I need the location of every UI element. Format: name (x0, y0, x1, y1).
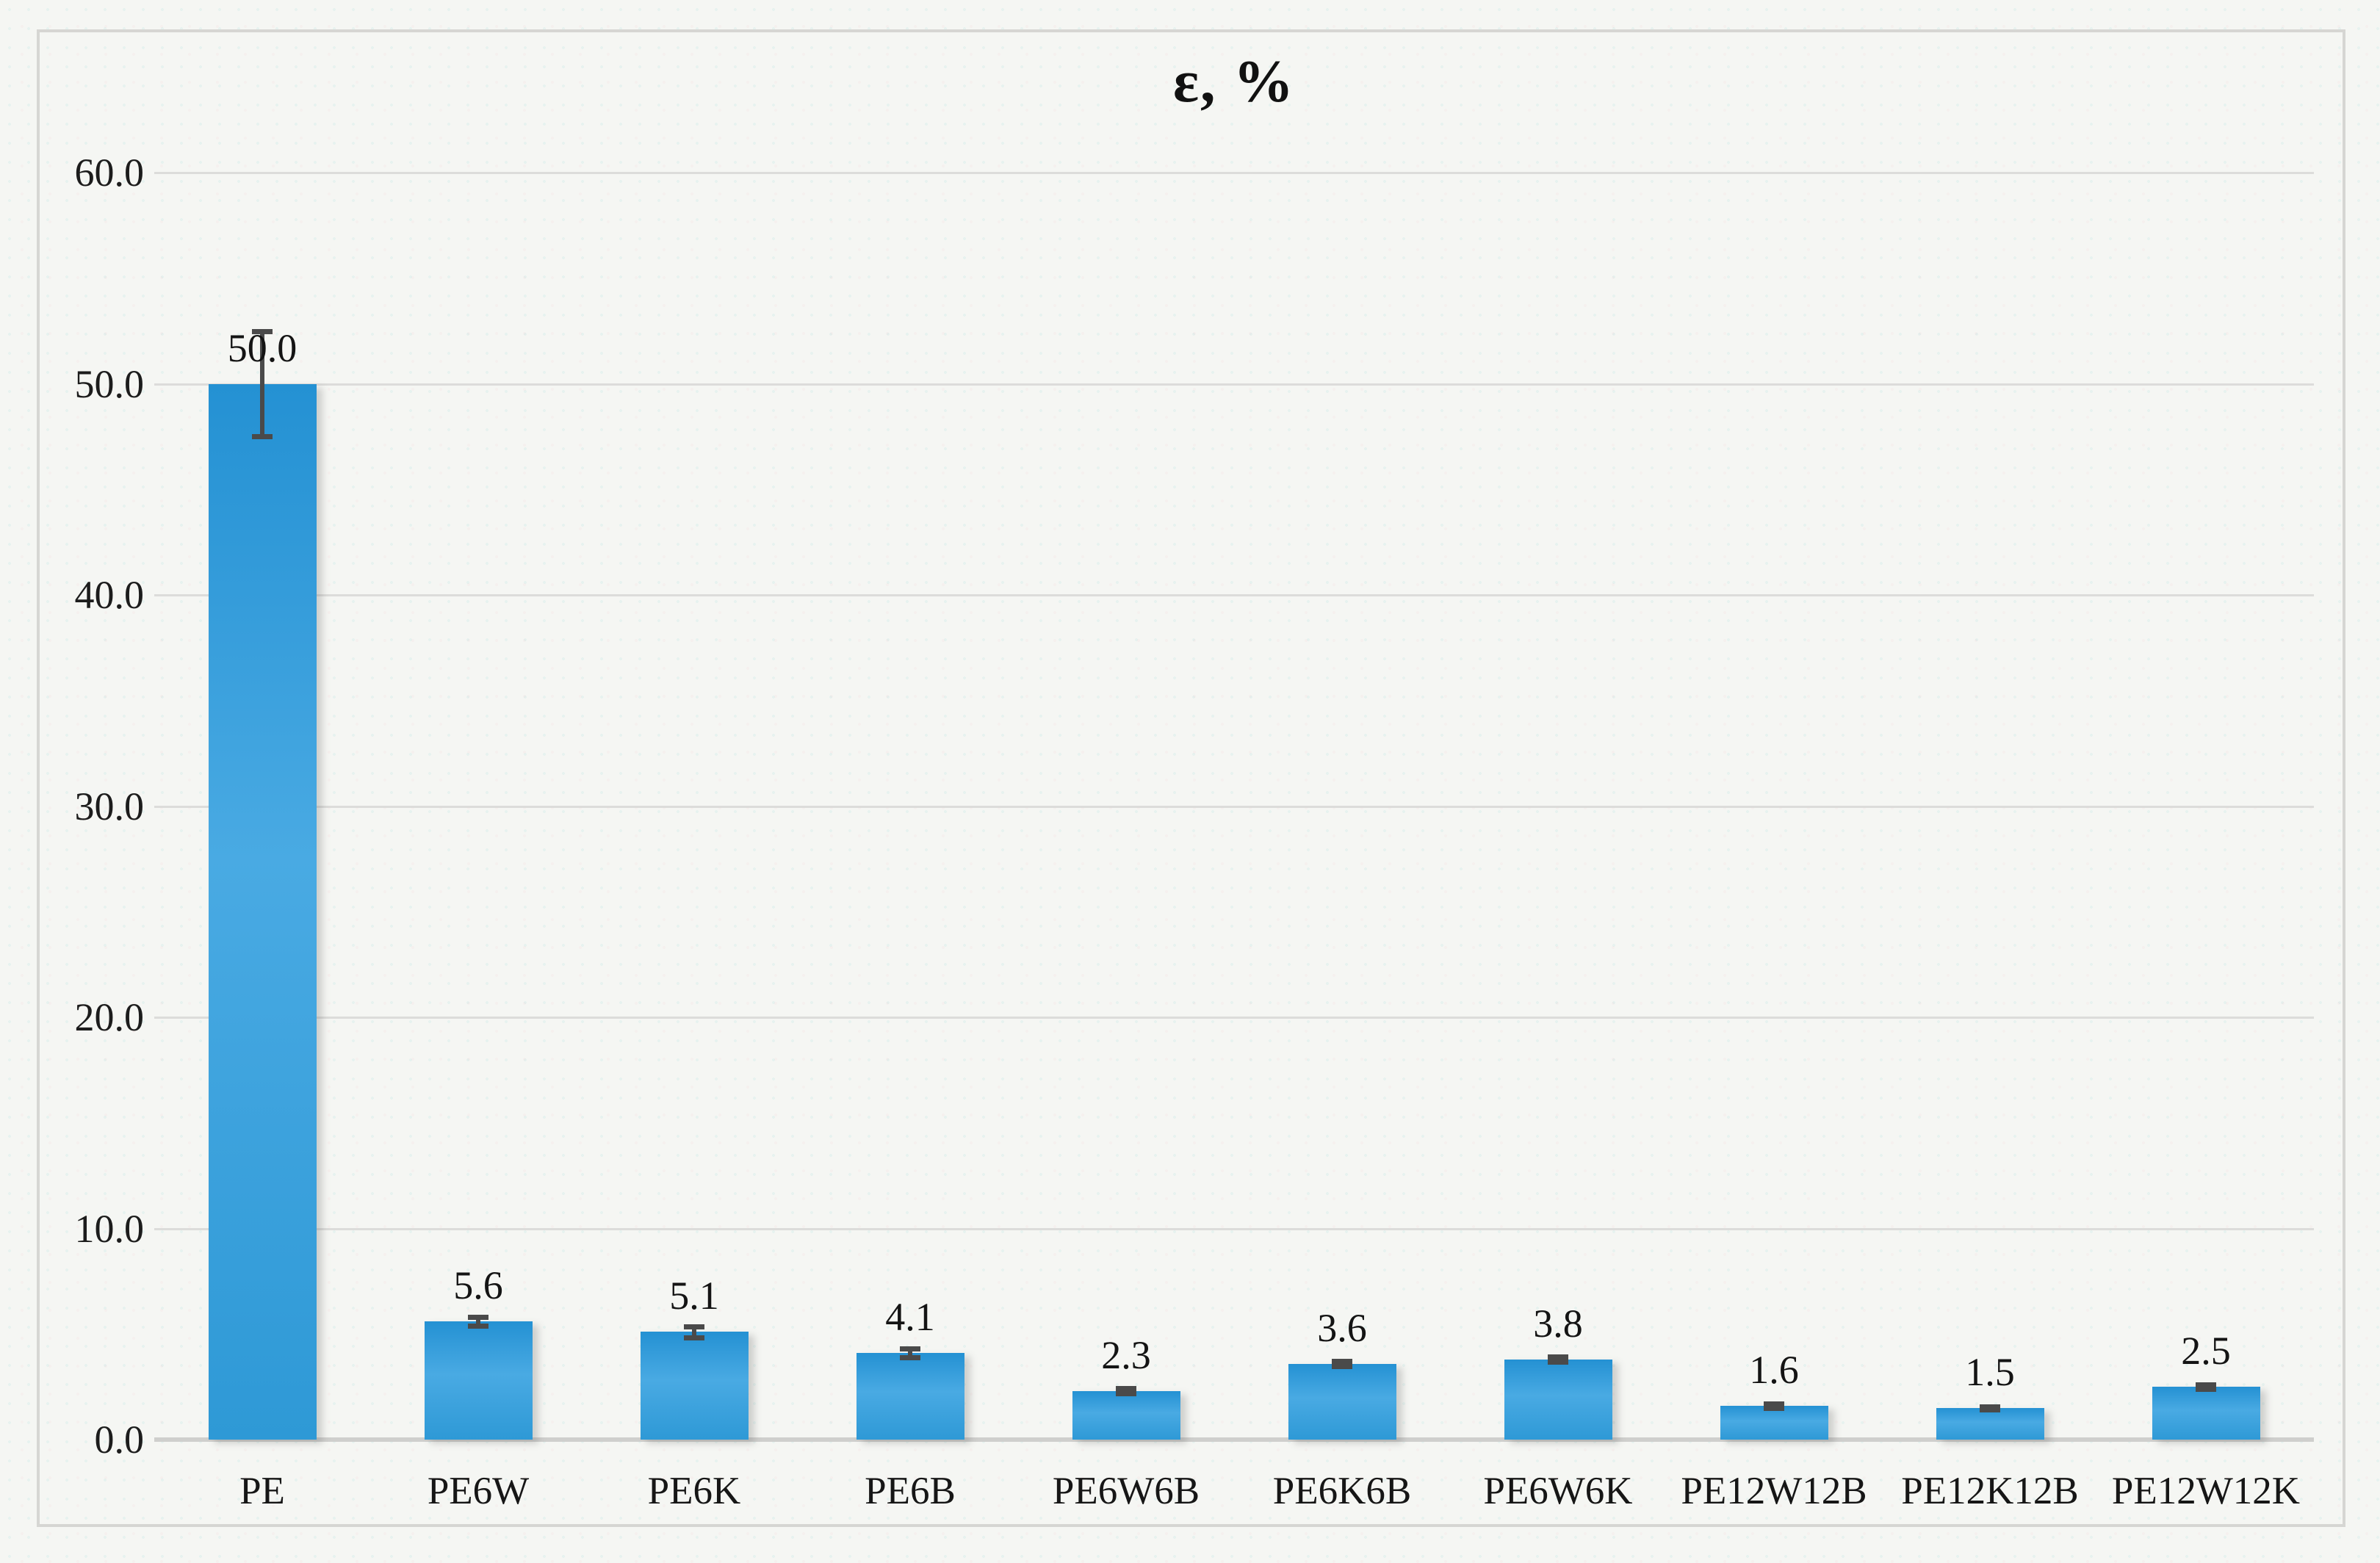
error-bar-cap-top (684, 1324, 704, 1330)
x-axis-category-label: PE6B (865, 1470, 956, 1512)
error-bar-cap-bottom (684, 1335, 704, 1340)
error-bar-cap-top (252, 328, 273, 334)
bar-PE6W6B (1072, 1390, 1180, 1440)
error-bar-cap-top (1980, 1404, 2000, 1409)
error-bar-cap-top (468, 1315, 488, 1321)
bar-PE12K12B (1936, 1407, 2044, 1440)
gridline (154, 1017, 2314, 1019)
x-axis-category-label: PE12K12B (1901, 1470, 2079, 1512)
error-bar-cap-bottom (1332, 1363, 1352, 1369)
bar-PE6B (856, 1353, 964, 1440)
x-axis-category-label: PE12W12K (2111, 1470, 2301, 1512)
error-bar-cap-bottom (468, 1323, 488, 1329)
error-bar-line (908, 1349, 912, 1357)
bar-PE6K6B (1288, 1363, 1396, 1440)
bar-PE12W12K (2152, 1387, 2260, 1440)
gridline (154, 383, 2314, 386)
x-axis-category-label: PE12W12B (1681, 1470, 1867, 1512)
error-bar-line (260, 331, 264, 437)
bar-PE6K (640, 1332, 749, 1440)
chart-frame (37, 29, 2345, 1527)
value-label-PE: 50.0 (227, 325, 298, 370)
x-axis-line (154, 1437, 2314, 1442)
error-bar-cap-bottom (900, 1354, 920, 1360)
error-bar-line (692, 1326, 696, 1338)
value-label-PE6B: 4.1 (885, 1295, 935, 1340)
error-bar-cap-bottom (1548, 1360, 1568, 1365)
x-axis-category-label: PE (239, 1470, 285, 1512)
error-bar-cap-bottom (1764, 1405, 1784, 1411)
bar-PE (208, 383, 317, 1440)
error-bar-cap-top (1116, 1386, 1136, 1392)
error-bar-cap-top (2196, 1382, 2216, 1388)
error-bar-cap-top (1548, 1354, 1568, 1360)
y-axis-tick-label: 0.0 (94, 1418, 145, 1462)
bar-PE6W (424, 1321, 533, 1440)
x-axis-category-label: PE6W6K (1483, 1470, 1633, 1512)
value-label-PE6W: 5.6 (453, 1263, 503, 1307)
x-axis-category-label: PE6K (647, 1470, 741, 1512)
gridline (154, 1227, 2314, 1230)
y-axis-tick-label: 50.0 (74, 361, 145, 406)
y-axis-tick-label: 60.0 (74, 151, 145, 195)
error-bar-cap-bottom (2196, 1387, 2216, 1392)
y-axis-tick-label: 40.0 (74, 573, 145, 617)
error-bar-cap-top (1764, 1401, 1784, 1407)
gridline (154, 172, 2314, 174)
error-bar-cap-top (1332, 1359, 1352, 1365)
value-label-PE12K12B: 1.5 (1965, 1349, 2015, 1394)
x-axis-category-label: PE6K6B (1272, 1470, 1412, 1512)
value-label-PE6K: 5.1 (669, 1274, 719, 1318)
error-bar-cap-bottom (1116, 1391, 1136, 1397)
value-label-PE12W12K: 2.5 (2181, 1329, 2231, 1374)
bar-PE6W6K (1504, 1359, 1612, 1440)
error-bar-cap-bottom (1980, 1407, 2000, 1413)
value-label-PE6W6B: 2.3 (1101, 1332, 1151, 1377)
error-bar-cap-top (900, 1346, 920, 1352)
error-bar-line (476, 1317, 480, 1326)
error-bar-cap-bottom (252, 434, 273, 440)
y-axis-tick-label: 30.0 (74, 784, 145, 829)
bar-PE12W12B (1720, 1406, 1828, 1440)
gridline (154, 805, 2314, 808)
gridline (154, 594, 2314, 596)
value-label-PE6K6B: 3.6 (1317, 1305, 1367, 1350)
y-axis-tick-label: 20.0 (74, 995, 145, 1039)
x-axis-category-label: PE6W (427, 1470, 530, 1512)
x-axis-category-label: PE6W6B (1052, 1470, 1200, 1512)
value-label-PE6W6K: 3.8 (1533, 1301, 1583, 1346)
value-label-PE12W12B: 1.6 (1749, 1348, 1799, 1392)
chart-title: ε, % (1172, 48, 1296, 115)
y-axis-tick-label: 10.0 (74, 1206, 145, 1251)
